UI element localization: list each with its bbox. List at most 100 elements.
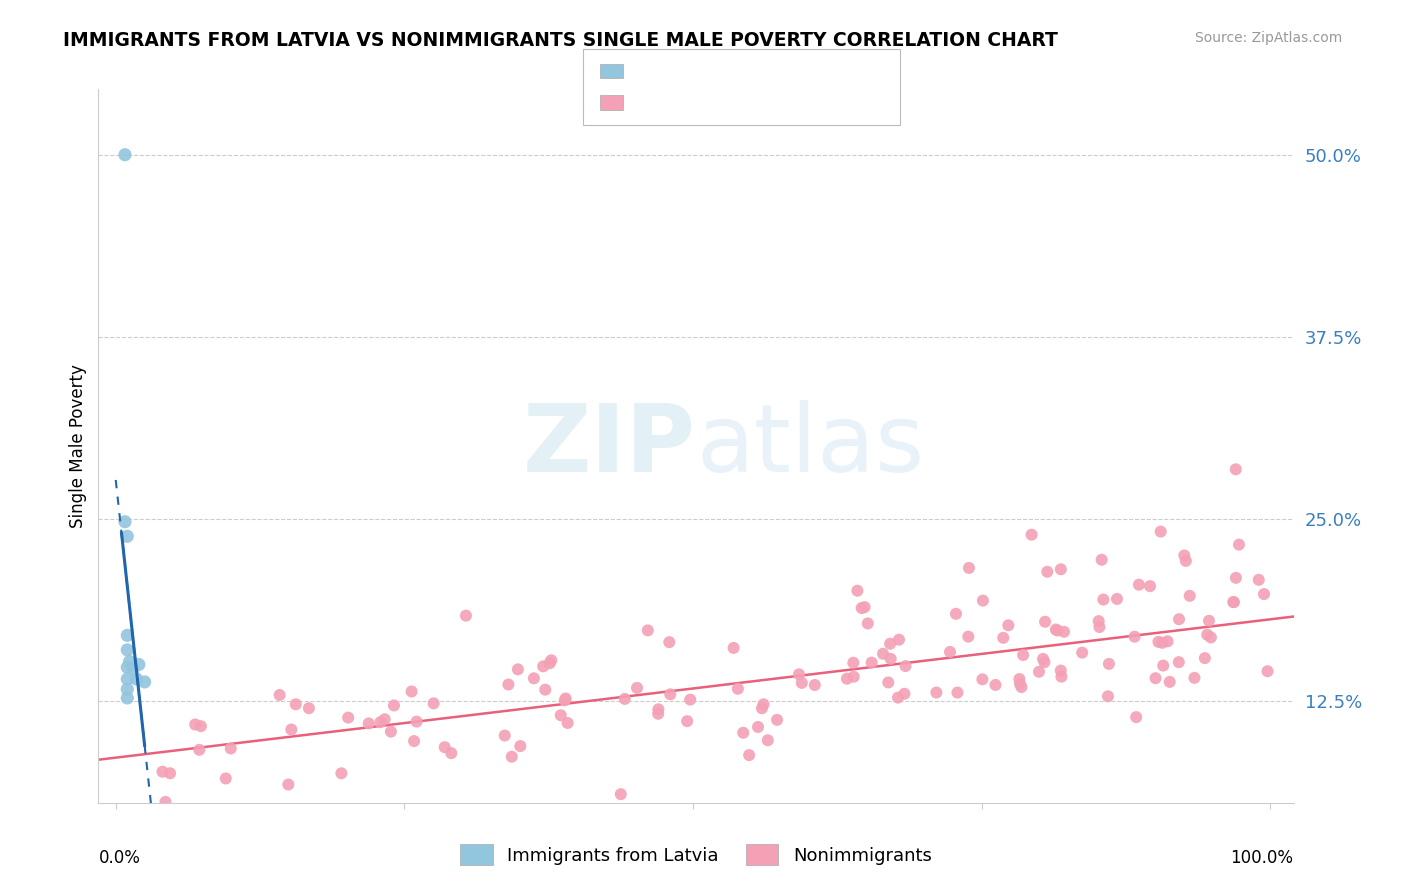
Point [122,662,145,676]
Point [1227,538,1250,552]
Point [117,690,139,705]
Point [637,624,659,638]
Point [1225,462,1247,476]
Point [804,678,827,692]
Point [790,676,813,690]
Point [1028,665,1050,679]
Text: 100.0%: 100.0% [1230,849,1294,867]
Point [659,687,682,701]
Point [872,647,894,661]
Point [128,657,150,672]
Y-axis label: Single Male Poverty: Single Male Poverty [69,364,87,528]
Point [984,678,1007,692]
Point [894,659,917,673]
Text: 0.384: 0.384 [664,62,721,80]
Point [219,741,242,756]
Point [538,657,561,671]
Point [155,795,177,809]
Point [114,515,136,529]
Point [1178,589,1201,603]
Point [842,670,865,684]
Point [1159,674,1181,689]
Point [422,697,444,711]
Point [405,714,427,729]
Point [1199,631,1222,645]
Point [1012,648,1035,662]
Point [1197,628,1219,642]
Point [117,643,139,657]
Point [188,743,211,757]
Point [727,681,749,696]
Point [280,723,302,737]
Point [879,637,901,651]
Point [1088,620,1111,634]
Point [738,748,761,763]
Text: 0.0%: 0.0% [98,849,141,867]
Point [1174,554,1197,568]
Point [494,729,516,743]
Point [215,772,238,786]
Point [531,659,554,673]
Point [298,701,321,715]
Point [613,692,636,706]
Point [1050,670,1073,684]
Point [766,713,789,727]
Point [534,682,557,697]
Point [1050,562,1073,576]
Text: 0.501: 0.501 [664,94,720,112]
Point [554,691,576,706]
Text: Source: ZipAtlas.com: Source: ZipAtlas.com [1195,31,1343,45]
Point [957,561,980,575]
Point [997,618,1019,632]
Text: N =: N = [721,94,773,112]
Point [117,682,139,697]
Point [887,632,910,647]
Point [1139,579,1161,593]
Point [114,147,136,161]
Point [1087,614,1109,628]
Point [1032,652,1054,666]
Point [184,717,207,731]
Point [647,706,669,721]
Point [1097,690,1119,704]
Point [1156,634,1178,648]
Point [284,698,307,712]
Text: N =: N = [721,62,773,80]
Point [787,667,810,681]
Point [756,733,779,747]
Point [723,640,745,655]
Point [733,725,755,739]
Point [433,740,456,755]
Point [1167,655,1189,669]
Point [880,652,903,666]
Point [454,608,477,623]
Text: atlas: atlas [696,400,924,492]
Point [509,739,531,753]
Point [835,672,858,686]
Point [501,749,523,764]
Point [1194,651,1216,665]
Point [1033,655,1056,669]
Point [1198,614,1220,628]
Point [1247,573,1270,587]
Point [1222,595,1244,609]
Point [1045,623,1067,637]
Text: ZIP: ZIP [523,400,696,492]
Point [679,692,702,706]
Point [118,655,141,669]
Point [853,600,876,615]
Point [851,601,873,615]
Point [1123,630,1146,644]
Point [357,716,380,731]
Point [887,690,910,705]
Point [1152,636,1174,650]
Point [498,677,520,691]
Text: 14: 14 [776,62,807,80]
Point [658,635,681,649]
Text: 142: 142 [776,94,814,112]
Point [1091,553,1114,567]
Text: R =: R = [633,94,672,112]
Point [269,688,291,702]
Point [117,628,139,642]
Point [925,685,948,699]
